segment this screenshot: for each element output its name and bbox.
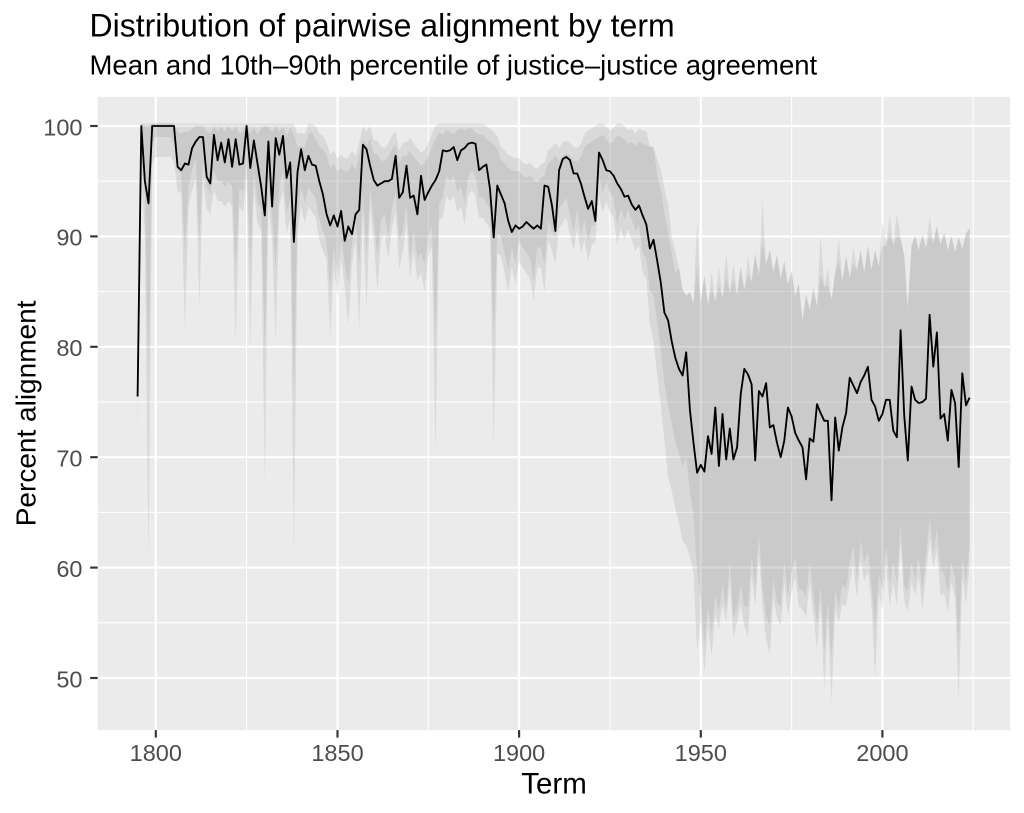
svg-text:1850: 1850 — [311, 740, 363, 766]
svg-text:1800: 1800 — [130, 740, 182, 766]
svg-text:Distribution of pairwise align: Distribution of pairwise alignment by te… — [90, 8, 675, 44]
svg-text:100: 100 — [43, 114, 82, 140]
svg-text:1950: 1950 — [675, 740, 727, 766]
svg-text:50: 50 — [56, 666, 82, 692]
svg-text:90: 90 — [56, 225, 82, 251]
svg-text:60: 60 — [56, 556, 82, 582]
svg-text:Term: Term — [521, 768, 587, 801]
svg-text:Mean and 10th–90th percentile: Mean and 10th–90th percentile of justice… — [90, 50, 818, 81]
svg-text:Percent alignment: Percent alignment — [11, 300, 42, 526]
svg-text:80: 80 — [56, 335, 82, 361]
svg-text:70: 70 — [56, 446, 82, 472]
svg-text:1900: 1900 — [493, 740, 545, 766]
svg-text:2000: 2000 — [856, 740, 908, 766]
